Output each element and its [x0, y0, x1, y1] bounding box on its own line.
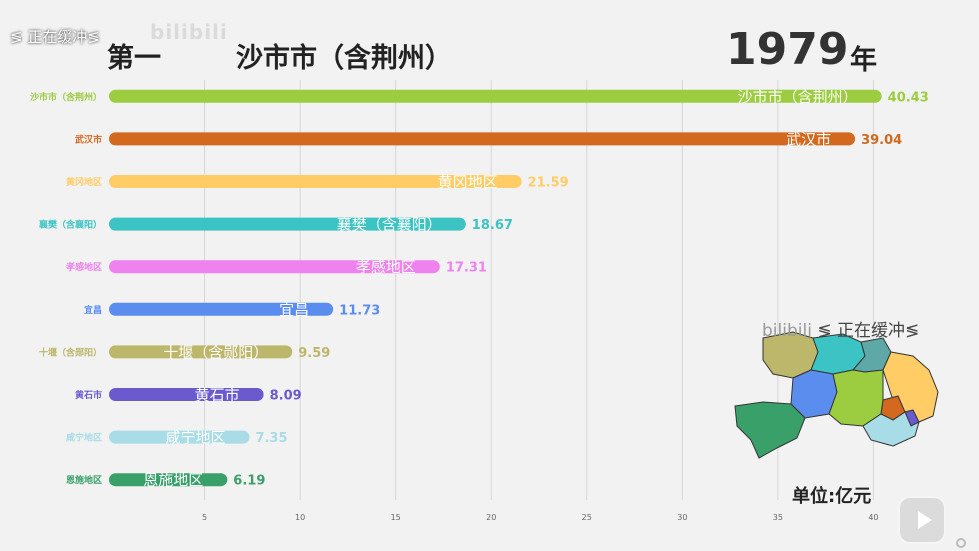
value-label-2: 21.59 — [528, 176, 569, 191]
value-label-8: 7.35 — [255, 431, 287, 446]
x-tick-label-0: 5 — [202, 513, 207, 522]
bar-inner-label-5: 宜昌 — [279, 301, 309, 319]
bar-inner-label-3: 襄樊（含襄阳） — [337, 216, 442, 234]
category-label-4: 孝感地区 — [65, 261, 102, 273]
map-region-huangshi — [904, 409, 920, 427]
year-unit: 年 — [850, 45, 877, 76]
x-tick-label-3: 20 — [486, 513, 496, 522]
bar-8 — [109, 430, 250, 444]
x-tick-label-2: 15 — [391, 513, 401, 522]
value-label-9: 6.19 — [233, 474, 265, 489]
bar-inner-label-9: 恩施地区 — [143, 471, 203, 489]
map-region-enshi — [734, 401, 806, 459]
play-icon — [918, 511, 932, 529]
category-label-9: 恩施地区 — [66, 474, 102, 486]
unit-label: 单位:亿元 — [792, 486, 872, 507]
bar-inner-label-0: 沙市市（含荆州） — [738, 88, 858, 106]
bar-1 — [109, 132, 856, 146]
value-label-1: 39.04 — [861, 133, 902, 148]
buffering-indicator: ≶ 正在缓冲≶ — [10, 28, 100, 46]
play-button[interactable] — [898, 496, 946, 544]
x-tick-label-5: 30 — [677, 513, 687, 522]
bar-inner-label-4: 孝感地区 — [356, 258, 416, 276]
bar-6 — [109, 345, 293, 359]
bar-4 — [109, 260, 440, 274]
map-buffering-indicator: bilibili ≶ 正在缓冲≶ — [762, 316, 919, 341]
category-label-1: 武汉市 — [75, 133, 102, 145]
category-label-0: 沙市市（含荆州） — [30, 91, 102, 103]
leader-name: 沙市市（含荆州） — [236, 43, 452, 74]
bar-9 — [109, 473, 228, 487]
category-label-2: 黄冈地区 — [66, 176, 102, 188]
x-tick-label-7: 40 — [868, 513, 878, 522]
value-label-5: 11.73 — [339, 303, 380, 318]
bar-2 — [109, 175, 522, 188]
x-tick-label-4: 25 — [582, 513, 592, 522]
bar-5 — [109, 302, 334, 316]
category-label-6: 十堰（含郧阳） — [39, 346, 102, 358]
category-label-5: 宜昌 — [84, 304, 102, 316]
value-label-7: 8.09 — [270, 389, 302, 404]
bar-7 — [109, 388, 264, 401]
map-watermark: bilibili — [762, 321, 812, 341]
year-display: 1979 — [726, 24, 849, 75]
bar-inner-label-7: 黄石市 — [195, 386, 240, 404]
hubei-map — [734, 331, 939, 459]
bar-inner-label-1: 武汉市 — [786, 130, 831, 148]
value-label-3: 18.67 — [472, 218, 513, 233]
map-buffer-text: ≶ 正在缓冲≶ — [817, 321, 920, 341]
x-tick-label-6: 35 — [773, 513, 783, 522]
category-label-3: 襄樊（含襄阳） — [38, 219, 102, 231]
bar-3 — [109, 217, 466, 231]
bar-inner-label-2: 黄冈地区 — [438, 173, 498, 191]
value-label-4: 17.31 — [446, 261, 487, 276]
category-label-8: 咸宁地区 — [66, 432, 102, 444]
watermark-logo: bilibili — [150, 20, 228, 44]
value-label-6: 9.59 — [298, 346, 330, 361]
bar-0 — [109, 89, 882, 103]
category-label-7: 黄石市 — [75, 389, 102, 401]
map-region-huanggang — [882, 351, 939, 423]
rank-label: 第一 — [107, 43, 161, 74]
x-tick-label-1: 10 — [295, 513, 305, 522]
bar-inner-label-6: 十堰（含郧阳） — [163, 343, 268, 361]
corner-indicator-icon — [956, 538, 966, 548]
bar-inner-label-8: 咸宁地区 — [165, 429, 225, 447]
value-label-0: 40.43 — [888, 90, 929, 105]
